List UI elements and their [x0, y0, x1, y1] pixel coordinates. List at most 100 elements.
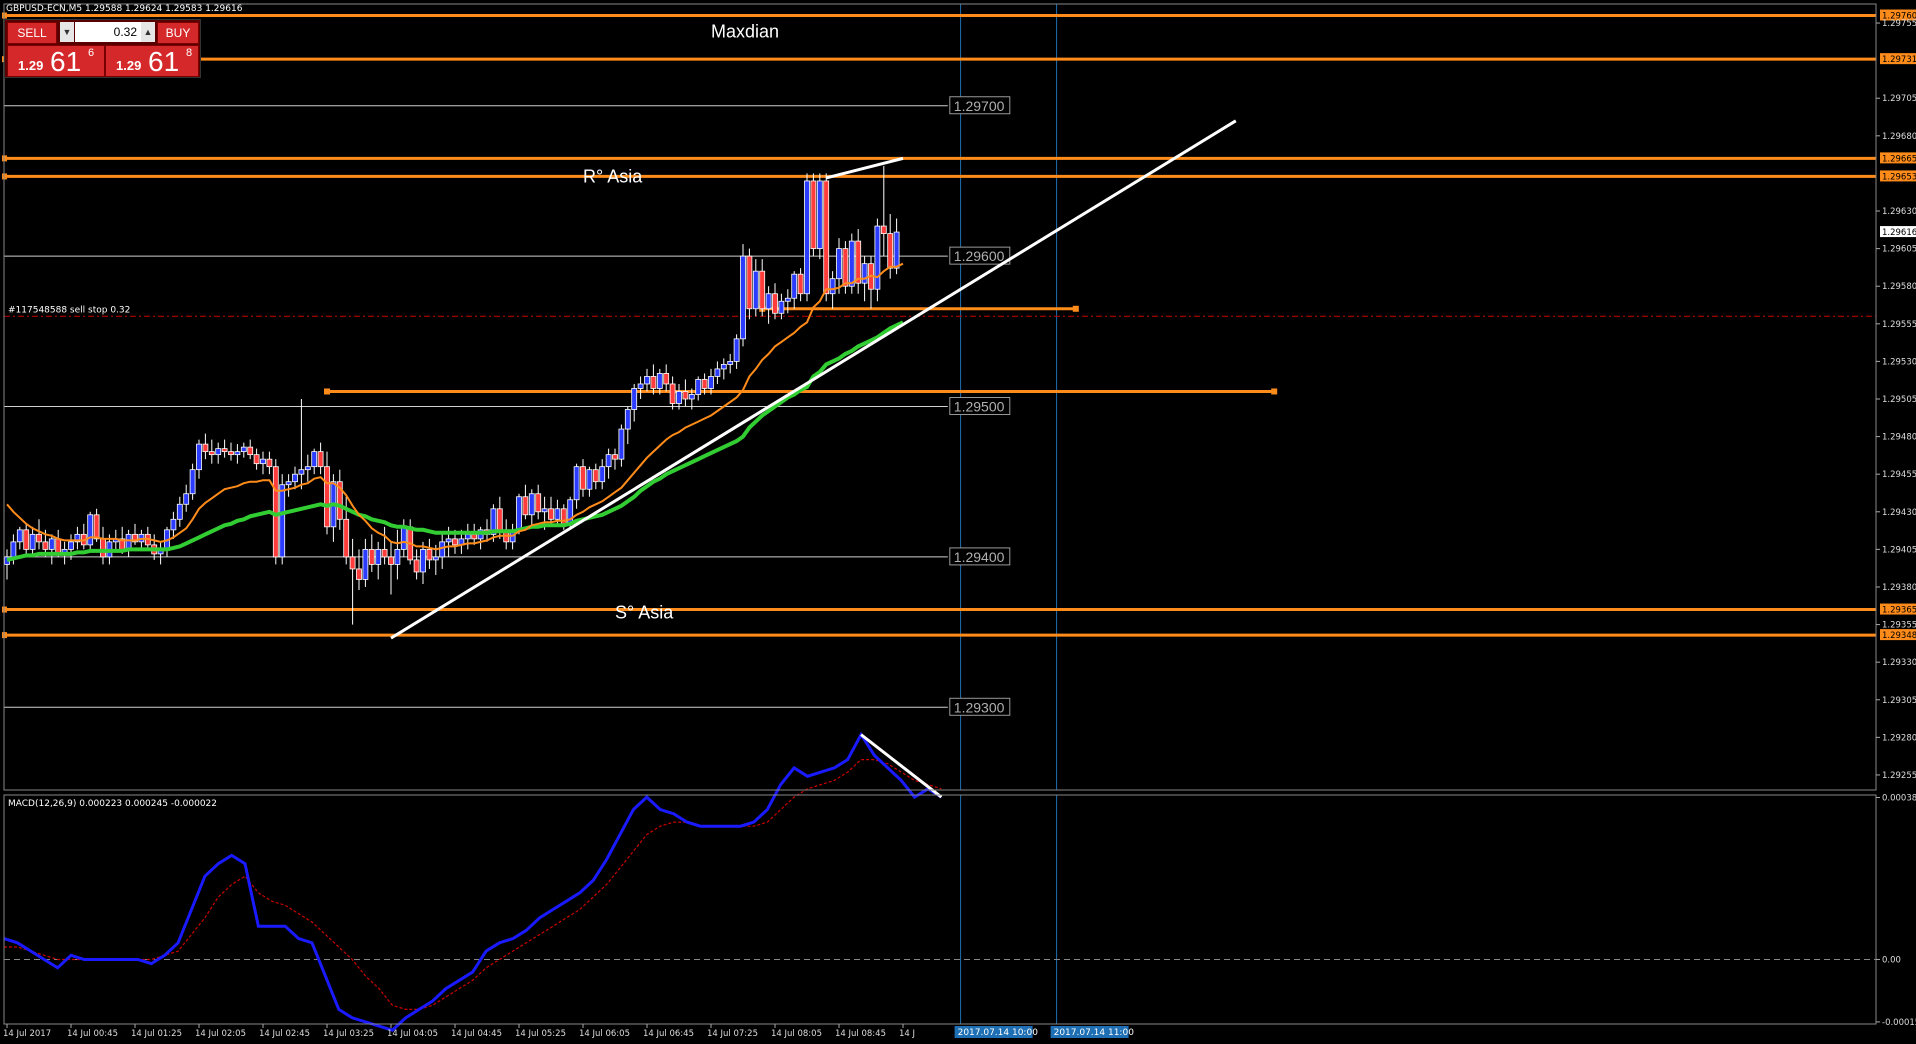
candle-body	[765, 293, 772, 310]
candle-body	[829, 278, 836, 295]
candle-body	[432, 556, 439, 561]
lot-size-input[interactable]	[75, 22, 141, 42]
candle-body	[260, 458, 266, 465]
macd-y-tick-label: 0.000389	[1882, 793, 1916, 803]
time-vline-label: 2017.07.14 10:00	[958, 1028, 1039, 1038]
candle-body	[682, 391, 689, 400]
candle-body	[55, 538, 62, 555]
key-level-text: R° Asia	[583, 166, 643, 186]
candle-body	[343, 518, 350, 558]
candle-body	[311, 451, 318, 468]
candle-body	[842, 248, 849, 287]
macd-chart-frame	[3, 794, 1877, 1025]
key-level-price-tag	[1880, 9, 1916, 21]
y-tick-label: 1.29630	[1882, 207, 1916, 217]
candle-body	[541, 508, 548, 513]
candle-body	[880, 225, 887, 234]
lot-increase-icon[interactable]: ▲	[141, 22, 155, 42]
candle-body	[240, 446, 247, 453]
candle-body	[733, 338, 740, 362]
round-level-label-box	[949, 697, 1011, 716]
candle-body	[535, 493, 542, 513]
candle-body	[708, 376, 714, 389]
candle-body	[285, 481, 292, 486]
candle-body	[810, 180, 817, 250]
candle-body	[74, 533, 81, 543]
ema-fast-line	[6, 262, 904, 551]
key-level-price-label: 1.29365	[1882, 606, 1916, 616]
candle-body	[208, 451, 215, 456]
candle-body	[624, 409, 631, 430]
candle-body	[669, 383, 676, 404]
key-level-price-label: 1.29665	[1882, 154, 1916, 164]
main-price-chart[interactable]: 1.29700 1.29600 1.29500 1.29400 1.29300 Maxdi…	[2, 4, 1876, 790]
candle-body	[100, 538, 106, 558]
key-level-price-tag	[1880, 603, 1916, 615]
pending-order-label: #117548588 sell stop 0.32	[8, 305, 130, 315]
short-level-handle-end	[1271, 388, 1278, 395]
candle-body	[714, 368, 721, 377]
candle-body	[36, 533, 42, 543]
candle-body	[516, 496, 522, 531]
sell-button[interactable]: SELL	[7, 22, 57, 44]
candle-body	[676, 391, 682, 404]
key-level-price-tag	[1880, 629, 1916, 641]
x-tick-label: 14 Jul 08:05	[771, 1029, 822, 1039]
buy-button[interactable]: BUY	[157, 22, 199, 44]
candle-body	[279, 484, 286, 558]
key-level-price-label: 1.29348	[1882, 631, 1916, 641]
time-vline-label: 2017.07.14 11:00	[1054, 1028, 1135, 1038]
macd-subwindow[interactable]: MACD(12,26,9) 0.000223 0.000245 -0.00002…	[3, 731, 1876, 1032]
y-tick-label: 1.29605	[1882, 245, 1916, 255]
x-tick-label: 14 Jul 00:45	[67, 1029, 118, 1039]
candle-body	[874, 225, 881, 290]
candle-body	[298, 469, 305, 475]
round-level-label-box	[949, 547, 1011, 566]
candle-body	[170, 518, 177, 531]
candle-body	[42, 541, 49, 550]
candle-body	[349, 556, 356, 570]
candle-body	[746, 255, 753, 310]
candle-body	[266, 458, 273, 468]
sell-price-prefix: 1.29	[18, 58, 44, 73]
chart-axes: 2017.07.14 10:00 2017.07.14 11:001.297601…	[3, 3, 1916, 1039]
key-level-price-tag	[1880, 53, 1916, 65]
y-tick-label: 1.29380	[1882, 583, 1916, 593]
candle-body	[893, 231, 900, 269]
x-tick-label: 14 Jul 06:05	[579, 1029, 630, 1039]
candle-body	[599, 466, 606, 483]
candle-body	[202, 443, 209, 453]
candle-body	[228, 451, 234, 456]
candle-body	[701, 379, 708, 389]
x-tick-label: 14 J	[899, 1029, 915, 1039]
candle-body	[663, 373, 670, 385]
current-price-tag	[1880, 226, 1916, 238]
lot-decrease-icon[interactable]: ▼	[60, 22, 74, 42]
candle-body	[823, 180, 830, 295]
round-level-label-box	[949, 96, 1011, 115]
candle-body	[580, 466, 586, 490]
candle-body	[740, 255, 746, 340]
buy-price-pips: 61	[148, 46, 180, 77]
buy-price-button[interactable]: 1.29 61 8	[105, 45, 199, 77]
y-tick-label: 1.29530	[1882, 357, 1916, 367]
key-level-price-tag	[1880, 170, 1916, 182]
candle-body	[759, 270, 766, 310]
y-tick-label: 1.29280	[1882, 733, 1916, 743]
candle-body	[48, 538, 55, 550]
y-tick-label: 1.29755	[1882, 19, 1916, 29]
candle-body	[439, 541, 446, 558]
candle-body	[887, 233, 894, 269]
candle-body	[452, 538, 458, 546]
x-tick-label: 14 Jul 04:45	[451, 1029, 502, 1039]
sell-price-button[interactable]: 1.29 61 6	[7, 45, 105, 77]
round-level-label: 1.29600	[954, 248, 1005, 264]
candle-body	[631, 388, 638, 410]
short-level-handle-end	[1072, 305, 1079, 312]
candle-body	[861, 263, 868, 284]
y-tick-label: 1.29305	[1882, 696, 1916, 706]
y-tick-label: 1.29505	[1882, 395, 1916, 405]
candle-body	[394, 548, 401, 565]
